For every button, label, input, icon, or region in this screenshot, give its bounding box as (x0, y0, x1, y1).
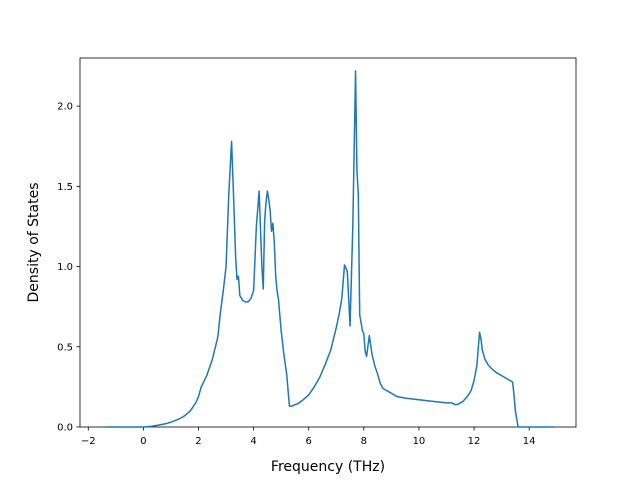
x-tick-label: 2 (195, 436, 201, 447)
x-axis-label: Frequency (THz) (271, 459, 385, 475)
x-tick-label: 14 (523, 436, 536, 447)
y-tick-label: 1.5 (57, 182, 73, 193)
x-tick-label: 12 (468, 436, 481, 447)
x-tick-label: −2 (81, 436, 96, 447)
y-tick-label: 0.5 (57, 342, 73, 353)
y-axis-label: Density of States (26, 183, 42, 303)
y-axis-ticks: 0.0 0.5 1.0 1.5 2.0 (57, 102, 80, 434)
y-tick-label: 1.0 (57, 262, 73, 273)
y-tick-label: 0.0 (57, 423, 73, 434)
x-tick-label: 0 (140, 436, 146, 447)
series-line-dos (104, 70, 554, 428)
x-axis-ticks: −2 0 2 4 6 8 10 12 14 (81, 427, 536, 447)
x-tick-label: 10 (413, 436, 426, 447)
plot-frame (79, 57, 577, 428)
x-tick-label: 8 (361, 436, 367, 447)
x-tick-label: 6 (306, 436, 312, 447)
y-tick-label: 2.0 (57, 102, 73, 113)
x-tick-label: 4 (250, 436, 256, 447)
